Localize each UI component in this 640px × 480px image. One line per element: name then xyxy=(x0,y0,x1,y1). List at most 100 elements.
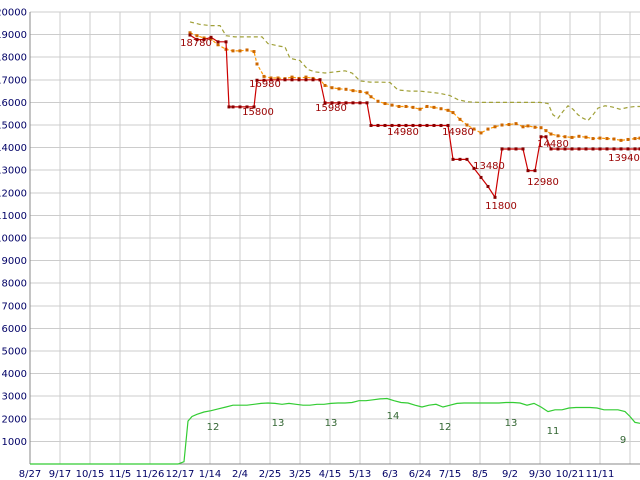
average-price-marker xyxy=(539,126,543,130)
average-price-marker xyxy=(577,134,581,138)
y-tick-label: 5000 xyxy=(2,347,27,358)
lowest-price-marker xyxy=(411,123,415,127)
store-count-annotation: 13 xyxy=(505,418,518,429)
average-price-marker xyxy=(323,83,327,87)
average-price-marker xyxy=(351,89,355,93)
lowest-price-marker xyxy=(195,38,199,42)
x-tick-label: 6/3 xyxy=(382,469,398,480)
average-price-marker xyxy=(245,48,249,52)
price-annotation: 13480 xyxy=(473,161,505,172)
x-tick-label: 7/15 xyxy=(439,469,461,480)
average-price-marker xyxy=(231,49,235,53)
y-tick-label: 19000 xyxy=(0,30,27,41)
average-price-marker xyxy=(451,111,455,115)
lowest-price-marker xyxy=(633,147,637,151)
average-price-marker xyxy=(633,137,637,141)
lowest-price-marker xyxy=(584,147,588,151)
lowest-price-marker xyxy=(465,157,469,161)
average-price-marker xyxy=(544,129,548,133)
average-price-marker xyxy=(556,134,560,138)
x-tick-label: 11/26 xyxy=(136,469,165,480)
lowest-price-marker xyxy=(446,123,450,127)
lowest-price-marker xyxy=(255,78,259,82)
x-tick-label: 11/5 xyxy=(109,469,131,480)
y-tick-label: 1000 xyxy=(2,437,27,448)
average-price-marker xyxy=(584,135,588,139)
average-price-marker xyxy=(390,103,394,107)
average-price-marker xyxy=(262,74,266,78)
lowest-price-marker xyxy=(570,147,574,151)
average-price-marker xyxy=(493,125,497,129)
lowest-price-marker xyxy=(507,147,511,151)
average-price-marker xyxy=(397,104,401,108)
lowest-price-marker xyxy=(358,101,362,105)
lowest-price-marker xyxy=(500,147,504,151)
lowest-price-marker xyxy=(493,195,497,199)
y-tick-label: 4000 xyxy=(2,369,27,380)
lowest-price-marker xyxy=(330,101,334,105)
lowest-price-marker xyxy=(439,123,443,127)
lowest-price-marker xyxy=(458,157,462,161)
average-price-marker xyxy=(269,76,273,80)
lowest-price-marker xyxy=(318,78,322,82)
average-price-marker xyxy=(383,102,387,106)
average-price-marker xyxy=(202,36,206,40)
lowest-price-marker xyxy=(276,78,280,82)
lowest-price-marker xyxy=(344,101,348,105)
average-price-marker xyxy=(500,123,504,127)
average-price-marker xyxy=(591,137,595,141)
average-price-marker xyxy=(209,37,213,41)
y-tick-label: 8000 xyxy=(2,279,27,290)
average-price-marker xyxy=(252,50,256,54)
average-price-marker xyxy=(344,87,348,91)
lowest-price-marker xyxy=(539,135,543,139)
price-annotation: 14980 xyxy=(442,127,474,138)
store-count-annotation: 9 xyxy=(620,435,626,446)
average-price-marker xyxy=(479,131,483,135)
lowest-price-marker xyxy=(533,169,537,173)
y-tick-label: 15000 xyxy=(0,121,27,132)
average-price-marker xyxy=(238,49,242,53)
lowest-price-marker xyxy=(323,101,327,105)
average-price-marker xyxy=(188,31,192,35)
average-price-marker xyxy=(465,123,469,127)
lowest-price-marker xyxy=(619,147,623,151)
average-price-marker xyxy=(472,127,476,131)
average-price-marker xyxy=(432,105,436,109)
average-price-marker xyxy=(638,136,640,140)
x-tick-label: 9/30 xyxy=(529,469,551,480)
price-annotation: 16980 xyxy=(249,79,281,90)
average-price-marker xyxy=(526,124,530,128)
lowest-price-marker xyxy=(311,78,315,82)
lowest-price-marker xyxy=(605,147,609,151)
lowest-price-marker xyxy=(252,105,256,109)
lowest-price-marker xyxy=(188,33,192,37)
y-tick-label: 6000 xyxy=(2,324,27,335)
average-price-marker xyxy=(330,86,334,90)
lowest-price-marker xyxy=(526,169,530,173)
price-annotation: 12980 xyxy=(527,177,559,188)
average-price-marker xyxy=(425,104,429,108)
lowest-price-marker xyxy=(418,123,422,127)
y-tick-label: 12000 xyxy=(0,188,27,199)
average-price-marker xyxy=(507,123,511,127)
y-tick-label: 7000 xyxy=(2,301,27,312)
y-tick-label: 20000 xyxy=(0,8,27,19)
average-price-marker xyxy=(514,122,518,126)
average-price-marker xyxy=(358,90,362,94)
lowest-price-marker xyxy=(304,78,308,82)
average-price-marker xyxy=(626,137,630,141)
store-count-annotation: 14 xyxy=(387,411,400,422)
average-price-marker xyxy=(404,104,408,108)
lowest-price-marker xyxy=(245,105,249,109)
lowest-price-marker xyxy=(563,147,567,151)
x-tick-label: 11/11 xyxy=(586,469,615,480)
store-count-annotation: 12 xyxy=(439,422,452,433)
average-price-marker xyxy=(446,108,450,112)
lowest-price-marker xyxy=(297,78,301,82)
price-annotation: 11800 xyxy=(485,201,517,212)
lowest-price-marker xyxy=(390,123,394,127)
